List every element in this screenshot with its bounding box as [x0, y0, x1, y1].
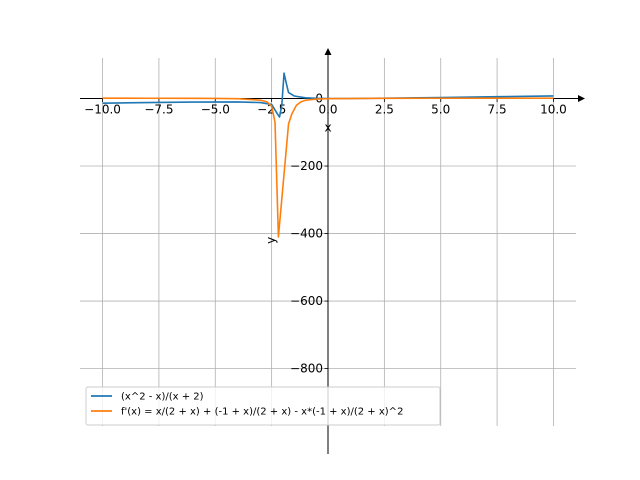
x-tick-label: 7.5 — [488, 103, 507, 117]
x-tick-label: −7.5 — [144, 103, 173, 117]
x-tick-label: 0.0 — [318, 103, 337, 117]
legend-label-2: f'(x) = x/(2 + x) + (-1 + x)/(2 + x) - x… — [121, 407, 403, 418]
x-tick-label: −5.0 — [201, 103, 230, 117]
y-tick-label: −200 — [290, 159, 323, 173]
x-axis-label: x — [324, 121, 331, 135]
legend: (x^2 - x)/(x + 2) f'(x) = x/(2 + x) + (-1… — [85, 386, 441, 426]
x-tick-label: 5.0 — [431, 103, 450, 117]
legend-box — [85, 386, 441, 426]
y-tick-label: −800 — [290, 362, 323, 376]
x-tick-label: 2.5 — [375, 103, 394, 117]
x-tick-label: −10.0 — [84, 103, 121, 117]
y-tick-label: −600 — [290, 294, 323, 308]
tick-labels: −10.0 −7.5 −5.0 −2.5 0.0 2.5 5.0 7.5 10.00−200−4… — [84, 92, 567, 376]
series-line-2 — [102, 97, 554, 238]
y-axis-arrow — [324, 48, 332, 55]
y-tick-label: −400 — [290, 227, 323, 241]
series-lines — [102, 72, 554, 238]
x-tick-label: 10.0 — [540, 103, 567, 117]
y-axis-label: y — [264, 237, 278, 244]
x-axis-arrow — [578, 95, 585, 103]
legend-label-1: (x^2 - x)/(x + 2) — [121, 392, 204, 403]
